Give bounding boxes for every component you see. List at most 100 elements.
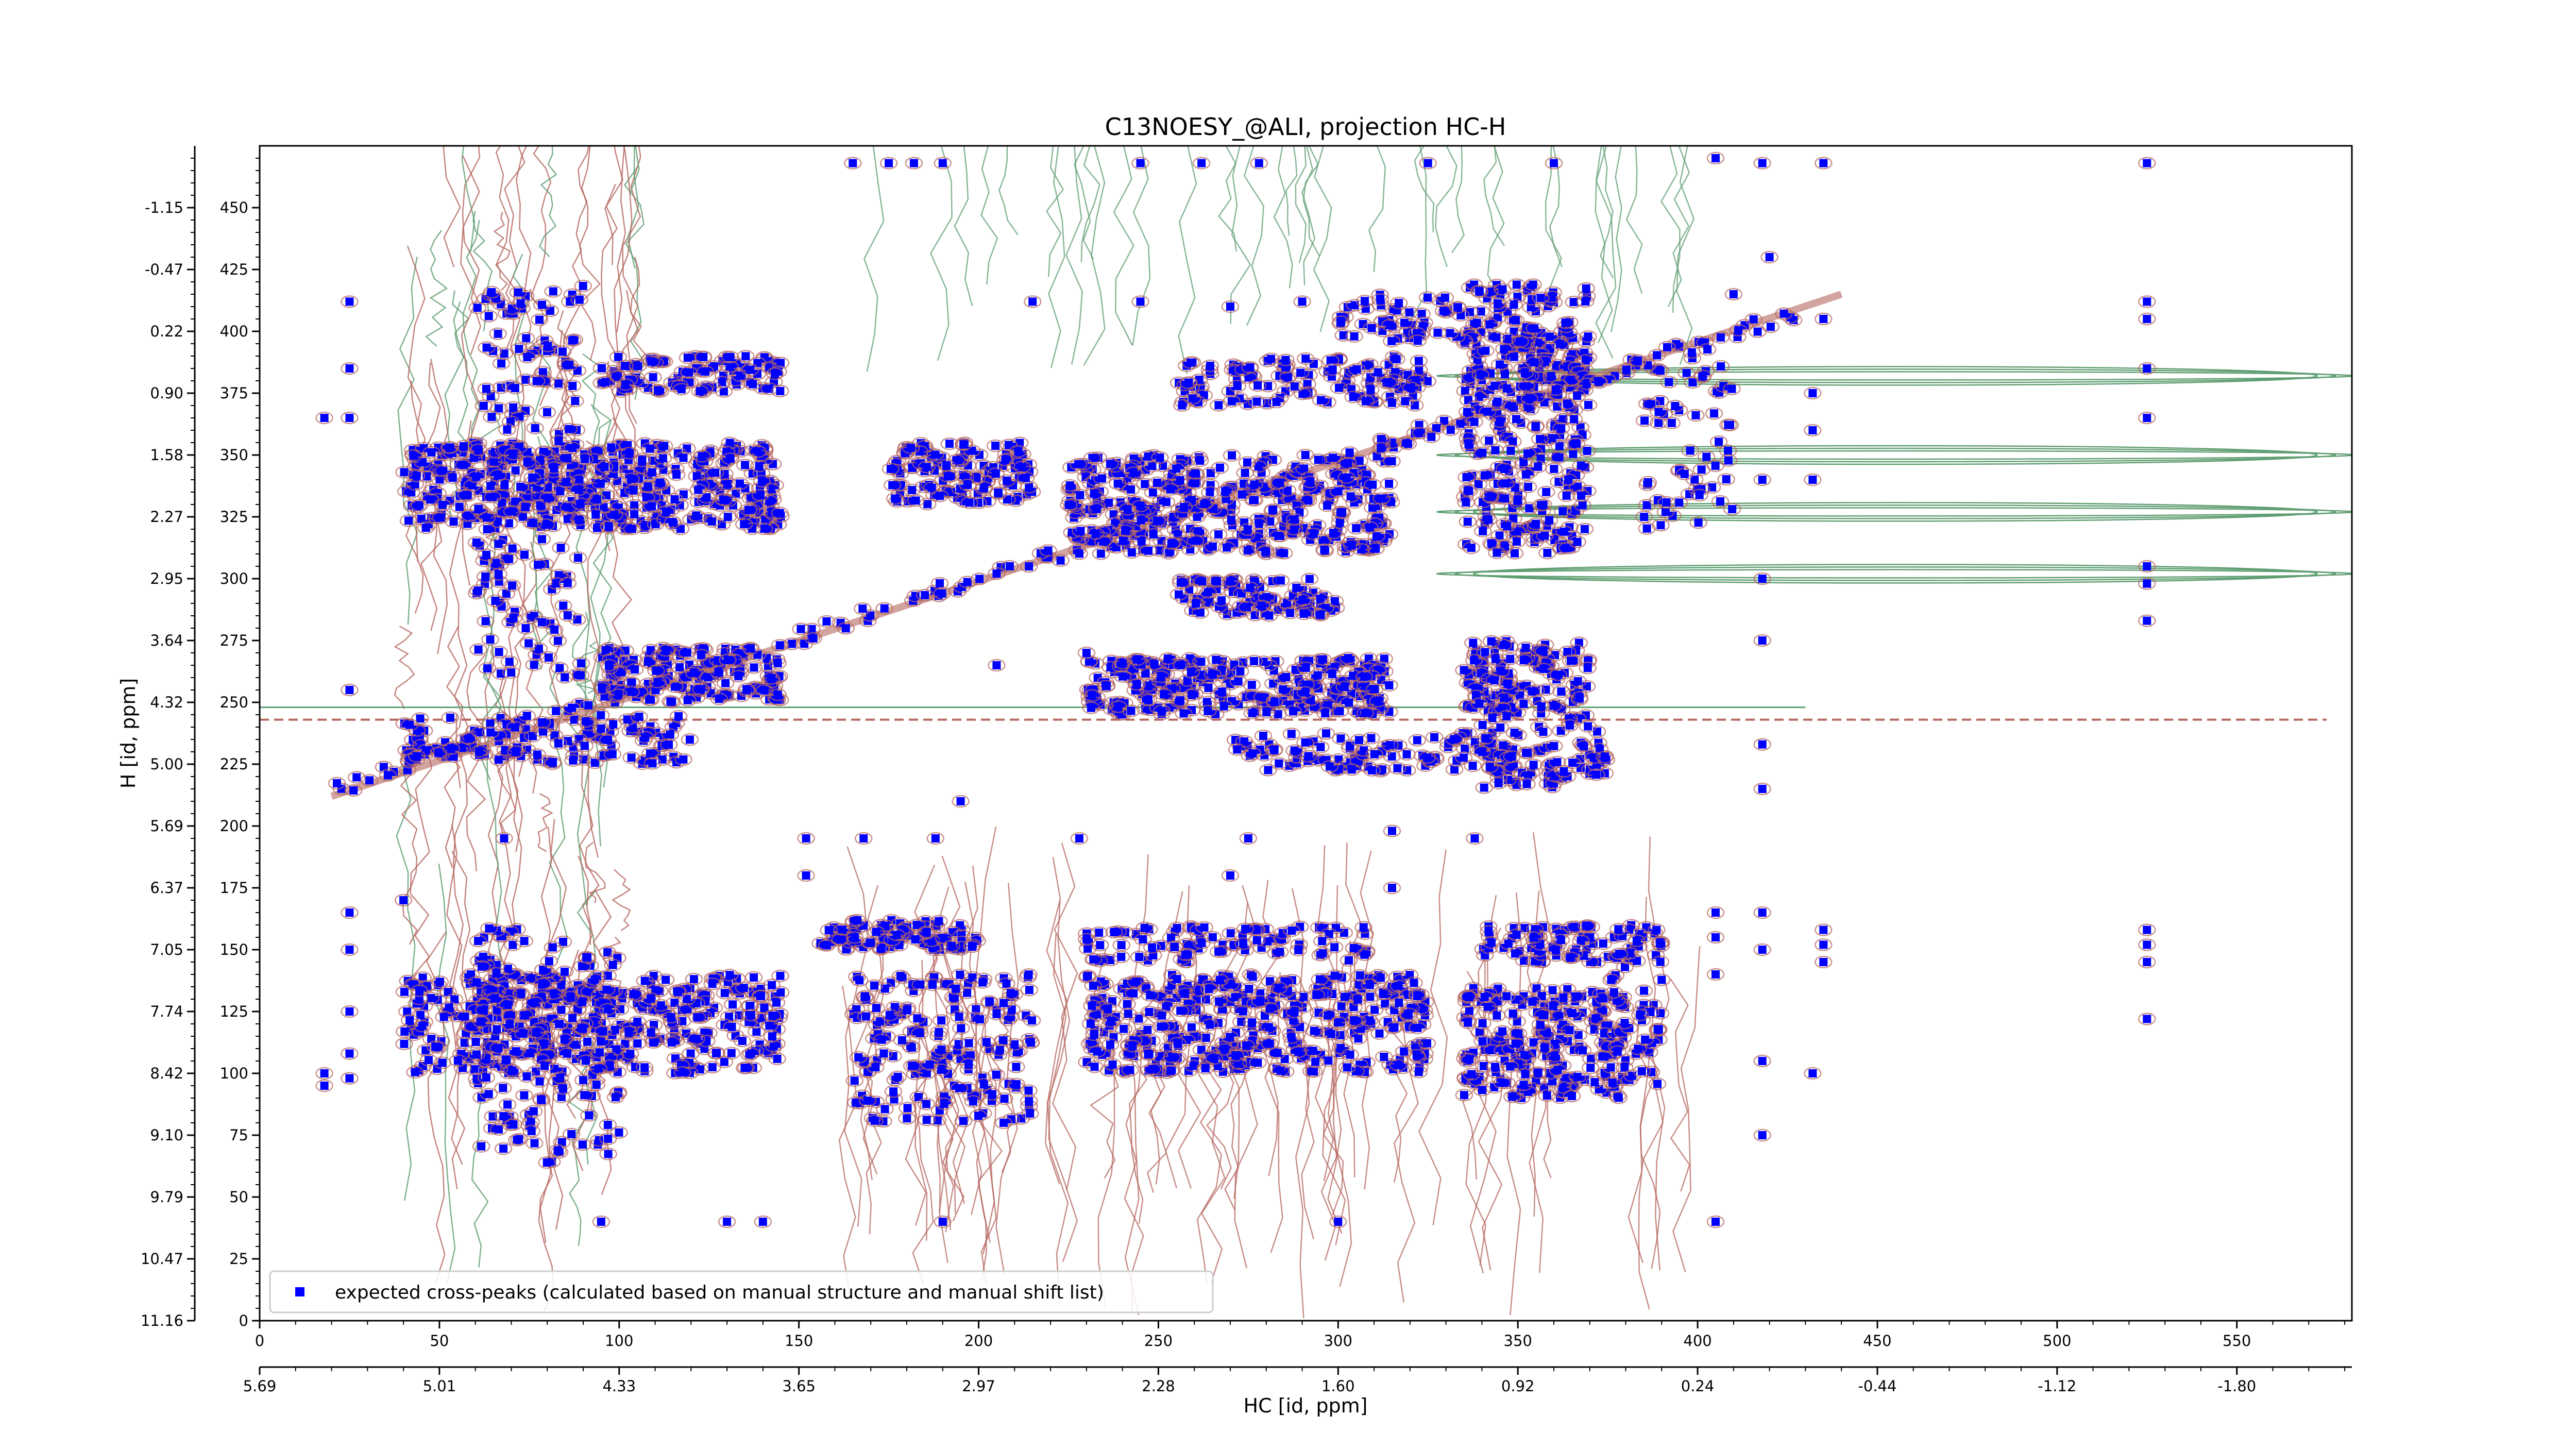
- cross-peak-marker: [765, 497, 774, 506]
- cross-peak-marker: [598, 684, 606, 693]
- cross-peak-marker: [908, 486, 917, 495]
- cross-peak-marker: [494, 755, 503, 764]
- cross-peak-marker: [1460, 666, 1468, 675]
- cross-peak-marker: [1299, 610, 1308, 618]
- cross-peak-marker: [1226, 577, 1235, 585]
- cross-peak-marker: [409, 451, 418, 460]
- cross-peak-marker: [1467, 544, 1476, 552]
- cross-peak-marker: [719, 372, 728, 380]
- cross-peak-marker: [972, 474, 981, 482]
- peak-contour: [1295, 462, 1313, 475]
- cross-peak-marker: [1281, 356, 1290, 364]
- contour-line: [575, 475, 596, 906]
- cross-peak-marker: [1654, 418, 1663, 427]
- cross-peak-marker: [544, 483, 552, 492]
- cross-peak-marker: [1097, 474, 1106, 483]
- peak-contour: [1225, 536, 1243, 549]
- cross-peak-marker: [1301, 738, 1310, 747]
- peak-contour: [1144, 528, 1162, 541]
- peak-contour: [882, 462, 900, 476]
- peak-contour: [721, 350, 739, 364]
- cross-peak-marker: [749, 380, 757, 389]
- cross-peak-marker: [1074, 460, 1083, 468]
- cross-peak-marker: [1380, 457, 1389, 466]
- cross-peak-marker: [460, 461, 468, 469]
- cross-peak-marker: [1335, 518, 1344, 527]
- contour-streak: [933, 1045, 954, 1233]
- cross-peak-marker: [915, 447, 924, 456]
- peak-contour: [1240, 371, 1258, 384]
- peak-contour: [421, 493, 439, 506]
- cross-peak-marker: [1167, 684, 1176, 693]
- contour-streak: [1141, 988, 1171, 1185]
- cross-peak-marker: [1724, 446, 1733, 455]
- contour-ridge: [1436, 507, 2352, 517]
- cross-peak-marker: [1076, 527, 1085, 535]
- cross-peak-marker: [1129, 468, 1138, 477]
- contour-ridge: [1436, 569, 2352, 579]
- contour-line: [604, 146, 623, 265]
- cross-peak-marker: [1686, 446, 1694, 455]
- cross-peak-marker: [1187, 358, 1195, 367]
- cross-peak-marker: [736, 371, 744, 380]
- cross-peak-marker: [1493, 548, 1501, 557]
- cross-peak-marker: [1697, 465, 1706, 474]
- cross-peak-marker: [516, 482, 525, 491]
- contour-line: [466, 654, 487, 872]
- cross-peak-marker: [947, 488, 956, 497]
- peak-contour: [587, 508, 605, 521]
- cross-peak-marker: [1665, 378, 1673, 386]
- peak-contour: [1324, 363, 1342, 376]
- cross-peak-marker: [1305, 575, 1314, 583]
- cross-peak-marker: [1413, 736, 1421, 745]
- peak-contour: [1201, 359, 1219, 373]
- contour-streak: [838, 985, 858, 1294]
- cross-peak-marker: [1662, 498, 1671, 507]
- contour-line: [601, 184, 622, 450]
- peak-contour: [1222, 513, 1241, 527]
- peak-contour: [1239, 544, 1257, 557]
- contour-streak: [1218, 146, 1237, 251]
- contour-line: [504, 146, 526, 450]
- contour-line: [472, 210, 493, 332]
- cross-peak-marker: [1491, 654, 1500, 663]
- cross-peak-marker: [679, 490, 688, 499]
- cross-peak-marker: [1580, 742, 1588, 751]
- cross-peak-marker: [1316, 611, 1325, 619]
- cross-peak-marker: [740, 520, 749, 529]
- cross-peak-marker: [1114, 702, 1123, 711]
- cross-peak-marker: [666, 697, 675, 706]
- cross-peak-marker: [511, 497, 520, 506]
- cross-peak-marker: [1206, 361, 1214, 370]
- cross-peak-marker: [1346, 741, 1354, 750]
- cross-peak-marker: [604, 736, 613, 745]
- cross-peak-marker: [1118, 672, 1127, 681]
- cross-peak-marker: [1361, 709, 1369, 717]
- peak-contour: [1070, 547, 1089, 560]
- cross-peak-marker: [592, 495, 601, 503]
- cross-peak-marker: [1430, 733, 1438, 742]
- cross-peak-marker: [1501, 479, 1510, 488]
- cross-peak-marker: [468, 481, 477, 490]
- cross-peak-marker: [649, 373, 657, 382]
- peak-contour: [1204, 540, 1222, 553]
- peak-contour: [689, 483, 707, 496]
- cross-peak-marker: [1334, 487, 1343, 496]
- peak-contour: [651, 476, 669, 489]
- peak-contour: [404, 449, 423, 462]
- cross-peak-marker: [1352, 524, 1361, 533]
- cross-peak-marker: [597, 724, 605, 733]
- contour-ridge: [1454, 504, 2336, 519]
- contour-streak: [1299, 980, 1315, 1239]
- cross-peak-marker: [1501, 542, 1510, 551]
- cross-peak-marker: [1462, 473, 1471, 482]
- contour-streak: [1295, 146, 1307, 263]
- cross-peak-marker: [711, 468, 720, 477]
- cross-peak-marker: [760, 686, 769, 695]
- cross-peak-marker: [630, 501, 639, 510]
- peak-contour: [926, 448, 944, 461]
- cross-peak-marker: [1573, 677, 1582, 686]
- cross-peak-marker: [1480, 471, 1489, 480]
- cross-peak-marker: [1283, 486, 1292, 495]
- peak-contour: [731, 477, 749, 490]
